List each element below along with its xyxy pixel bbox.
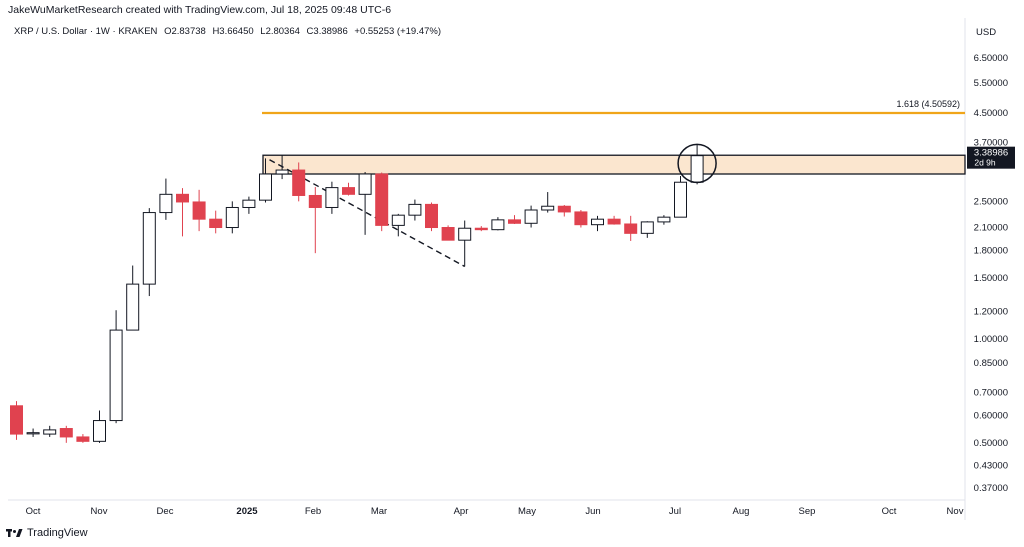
price-tick-label: 1.00000	[974, 334, 1008, 345]
price-tick-label: 1.50000	[974, 273, 1008, 284]
candle-body[interactable]	[458, 227, 472, 241]
legend-open: O2.83738	[164, 26, 206, 37]
candle-body[interactable]	[126, 283, 140, 331]
time-tick-label: Nov	[947, 506, 964, 517]
candle-body[interactable]	[591, 218, 604, 226]
price-tick-label: 0.43000	[974, 460, 1008, 471]
time-tick-label: Dec	[157, 506, 174, 517]
price-tick-label: 2.10000	[974, 223, 1008, 234]
candle-body[interactable]	[93, 420, 106, 442]
dashed-trendline[interactable]	[269, 159, 466, 268]
breakout-highlight-circle[interactable]	[677, 143, 717, 184]
price-tick-label: 3.70000	[974, 138, 1008, 149]
candle-body[interactable]	[10, 405, 23, 435]
candle-body[interactable]	[375, 173, 389, 226]
time-tick-label: Apr	[454, 506, 469, 517]
candle-body[interactable]	[209, 218, 223, 229]
candle-body[interactable]	[391, 214, 405, 226]
candle-body[interactable]	[408, 203, 422, 216]
candle-body[interactable]	[259, 173, 272, 201]
candle-body[interactable]	[342, 187, 355, 195]
price-tick-label: 0.70000	[974, 387, 1008, 398]
candle-body[interactable]	[690, 155, 704, 183]
candle-body[interactable]	[640, 221, 654, 234]
price-tick-label: 0.85000	[974, 358, 1008, 369]
price-tick-label: 2.50000	[974, 196, 1008, 207]
time-tick-label: Mar	[371, 506, 387, 517]
candle-body[interactable]	[607, 218, 621, 225]
candle-body[interactable]	[59, 428, 73, 438]
candle-body[interactable]	[358, 173, 372, 195]
candle-body[interactable]	[441, 227, 455, 241]
time-tick-label: Jul	[669, 506, 681, 517]
candle-body[interactable]	[43, 429, 57, 435]
candle-body[interactable]	[491, 219, 505, 231]
time-tick-label: Oct	[26, 506, 41, 517]
bar-countdown: 2d 9h	[974, 158, 996, 168]
resistance-zone[interactable]	[262, 154, 966, 175]
candle-body[interactable]	[674, 181, 687, 218]
price-tick-label: 1.80000	[974, 246, 1008, 257]
legend-high: H3.66450	[212, 26, 254, 37]
symbol-legend: XRP / U.S. Dollar · 1W · KRAKEN O2.83738…	[14, 26, 445, 37]
candle-body[interactable]	[557, 205, 571, 213]
fib-extension-label: 1.618 (4.50592)	[896, 99, 960, 109]
time-tick-label: Aug	[733, 506, 750, 517]
current-price-value: 3.38986	[974, 148, 1008, 159]
candle-body[interactable]	[308, 194, 322, 208]
current-price-tag	[967, 146, 1015, 169]
candle-body[interactable]	[275, 169, 289, 175]
tradingview-footer: TradingView	[6, 527, 88, 539]
candlestick-series	[10, 144, 704, 443]
price-tick-label: 0.37000	[974, 483, 1008, 494]
time-tick-label: Oct	[882, 506, 897, 517]
candle-body[interactable]	[425, 203, 438, 229]
candle-body[interactable]	[574, 211, 588, 226]
legend-symbol: XRP / U.S. Dollar · 1W · KRAKEN	[14, 26, 158, 37]
time-tick-label: Sep	[799, 506, 816, 517]
time-tick-label: Jun	[585, 506, 600, 517]
price-tick-label: 5.50000	[974, 78, 1008, 89]
time-tick-label: May	[518, 506, 536, 517]
tradingview-logo-icon	[6, 528, 23, 538]
time-axis-labels: Oct Nov Dec 2025 Feb Mar Apr May Jun Jul Aug Sep Oct…	[26, 506, 964, 517]
time-tick-label: Nov	[91, 506, 108, 517]
candle-body[interactable]	[657, 216, 671, 223]
candle-body[interactable]	[292, 169, 306, 196]
candle-body[interactable]	[524, 209, 538, 224]
candle-body[interactable]	[192, 201, 206, 220]
price-tick-label: 0.60000	[974, 410, 1008, 421]
candle-body[interactable]	[142, 212, 156, 285]
price-tick-label: 4.50000	[974, 108, 1008, 119]
time-tick-label: 2025	[236, 506, 258, 517]
price-tick-label: 0.50000	[974, 438, 1008, 449]
currency-selector[interactable]: USD	[976, 27, 997, 38]
candle-body[interactable]	[225, 206, 239, 229]
candle-body[interactable]	[474, 227, 488, 231]
candle-body[interactable]	[76, 436, 90, 442]
candle-body[interactable]	[159, 193, 173, 214]
time-tick-label: Feb	[305, 506, 321, 517]
legend-low: L2.80364	[260, 26, 300, 37]
candle-body[interactable]	[508, 219, 521, 224]
candle-body[interactable]	[109, 329, 123, 422]
price-tick-label: 1.20000	[974, 306, 1008, 317]
candle-body[interactable]	[325, 187, 339, 208]
price-tick-label: 6.50000	[974, 53, 1008, 64]
candle-body[interactable]	[624, 223, 638, 234]
tradingview-brand: TradingView	[27, 527, 88, 539]
candle-body[interactable]	[26, 432, 40, 435]
legend-change: +0.55253 (+19.47%)	[354, 26, 442, 37]
price-axis-labels: 6.50000 5.50000 4.50000 3.70000 2.50000 2.100…	[974, 53, 1008, 494]
chart-attribution: JakeWuMarketResearch created with Tradin…	[8, 4, 392, 16]
candle-body[interactable]	[541, 205, 555, 211]
candle-body[interactable]	[242, 199, 256, 208]
legend-close: C3.38986	[306, 26, 348, 37]
candle-body[interactable]	[176, 193, 189, 203]
